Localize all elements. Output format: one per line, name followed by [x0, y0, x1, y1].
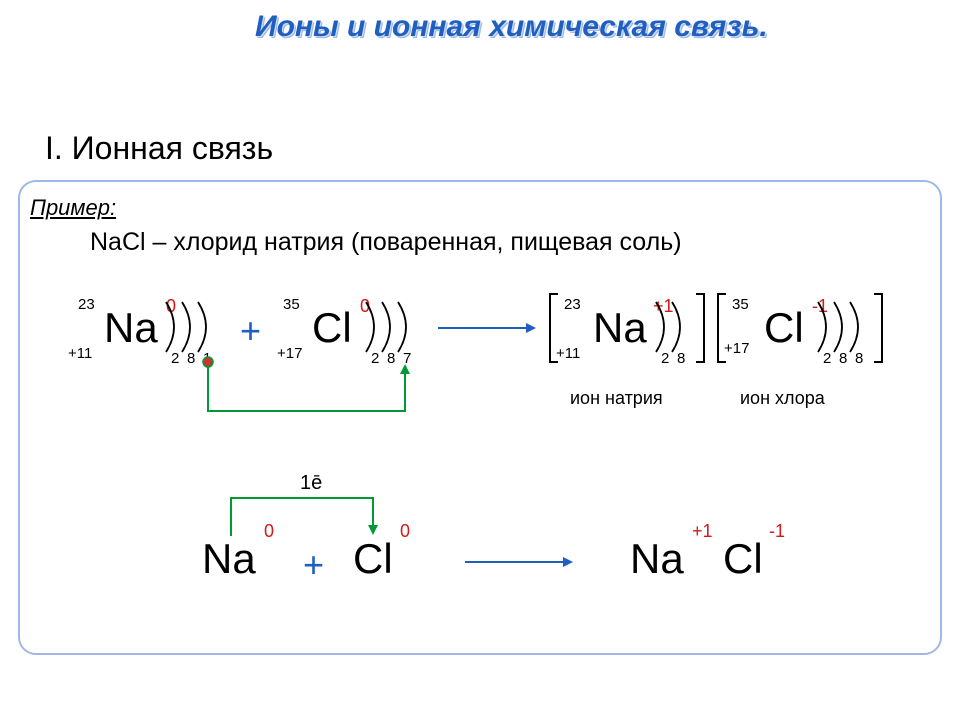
cl1-proton: +17	[724, 342, 746, 356]
eq-cl: Cl	[353, 535, 393, 583]
eq-prod-cl-charge: -1	[769, 521, 785, 542]
arrow-2	[465, 552, 575, 572]
ion-cl-label: ион хлора	[740, 388, 825, 409]
cl1-shell3: 8	[855, 350, 863, 367]
na0-symbol: Na	[104, 304, 158, 352]
cl1-mass: 35	[732, 296, 749, 313]
transfer-arrow-bottom	[225, 490, 395, 540]
na1-shell2: 8	[677, 350, 685, 367]
na0-shell1: 2	[171, 350, 179, 367]
cl1-symbol: Cl	[764, 304, 804, 352]
na0-shells	[160, 296, 226, 358]
eq-na: Na	[202, 535, 256, 583]
formula-description: NaCl – хлорид натрия (поваренная, пищева…	[90, 228, 682, 257]
cl0-shells	[360, 296, 426, 358]
cl1-shells	[812, 296, 878, 358]
na1-shell1: 2	[661, 350, 669, 367]
arrow-1	[438, 318, 538, 338]
na0-mass: 23	[78, 296, 95, 313]
na1-shells	[650, 296, 700, 358]
na1-bracket-right	[694, 292, 706, 364]
na1-mass: 23	[564, 296, 581, 313]
ion-na-label: ион натрия	[570, 388, 663, 409]
transfer-arrow-top	[200, 356, 420, 426]
page-title: Ионы и ионная химическая связь.	[255, 10, 768, 44]
plus-1: +	[240, 310, 261, 352]
eq-cl-charge: 0	[400, 521, 410, 542]
cl0-mass: 35	[283, 296, 300, 313]
cl0-symbol: Cl	[312, 304, 352, 352]
cl1-shell1: 2	[823, 350, 831, 367]
eq-prod-na-charge: +1	[692, 521, 713, 542]
example-label: Пример:	[30, 195, 116, 221]
eq-prod-na: Na	[630, 535, 684, 583]
na1-proton: +11	[556, 345, 580, 362]
section-heading: I. Ионная связь	[45, 130, 273, 167]
na1-symbol: Na	[593, 304, 647, 352]
na0-proton: +11	[68, 345, 92, 362]
na0-shell2: 8	[187, 350, 195, 367]
cl1-shell2: 8	[839, 350, 847, 367]
eq-prod-cl: Cl	[723, 535, 763, 583]
plus-2: +	[303, 544, 324, 586]
cl1-bracket-right	[872, 292, 884, 364]
